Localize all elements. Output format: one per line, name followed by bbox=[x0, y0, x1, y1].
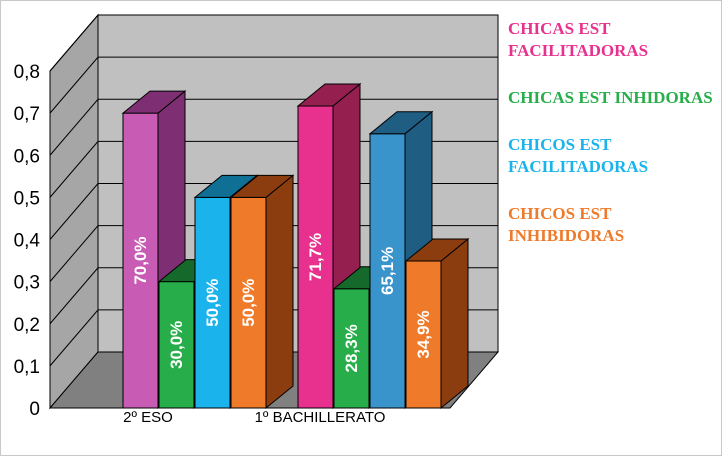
y-tick-label: 0,8 bbox=[14, 62, 40, 83]
bar-4-2-front bbox=[405, 260, 442, 409]
bar-4-2-top bbox=[404, 238, 470, 262]
y-tick-label: 0,1 bbox=[14, 357, 40, 378]
bar-4-1-front bbox=[230, 196, 267, 409]
data-label: 28,3% bbox=[342, 324, 361, 372]
x-tick-label: 2º ESO bbox=[123, 409, 173, 426]
data-label: 30,0% bbox=[167, 321, 186, 369]
bar-1-2-top bbox=[296, 83, 362, 107]
bar-1-2-front bbox=[297, 105, 334, 409]
y-tick-label: 0,4 bbox=[14, 231, 41, 252]
legend-item-chicas-inhidoras: CHICAS EST INHIDORAS bbox=[508, 88, 713, 107]
bar-2-2-front bbox=[333, 288, 370, 409]
bar-4-1-top bbox=[229, 174, 295, 198]
data-label: 65,1% bbox=[378, 247, 397, 295]
y-tick-label: 0,2 bbox=[14, 315, 40, 336]
legend-item-chicos-facilitadoras: CHICOS EST FACILITADORAS bbox=[508, 135, 649, 176]
gridline bbox=[49, 183, 498, 240]
y-tick-label: 0,7 bbox=[14, 104, 40, 125]
gridline bbox=[49, 225, 498, 282]
data-label: 50,0% bbox=[203, 279, 222, 327]
bar-4-2-side bbox=[440, 237, 469, 410]
bar-2-1-front bbox=[158, 281, 195, 409]
gridline bbox=[49, 14, 498, 72]
gridline bbox=[49, 140, 498, 198]
gridline bbox=[49, 98, 498, 156]
data-label: 34,9% bbox=[414, 310, 433, 358]
bar-3-1-front bbox=[194, 196, 231, 409]
y-tick-label: 0,6 bbox=[14, 146, 40, 167]
bar-4-1-side bbox=[265, 174, 294, 410]
y-tick-label: 0,5 bbox=[14, 188, 40, 209]
y-tick-label: 0 bbox=[29, 399, 40, 420]
legend: CHICAS EST FACILITADORAS CHICAS EST INHI… bbox=[508, 18, 718, 272]
legend-item-chicas-facilitadoras: CHICAS EST FACILITADORAS bbox=[508, 19, 649, 60]
data-label: 50,0% bbox=[239, 279, 258, 327]
bar-3-1-top bbox=[193, 174, 259, 198]
data-label: 71,7% bbox=[306, 233, 325, 281]
legend-item-chicos-inhibidoras: CHICOS EST INHIBIDORAS bbox=[508, 204, 625, 245]
y-tick-label: 0,3 bbox=[14, 273, 40, 294]
data-label: 70,0% bbox=[131, 236, 150, 284]
gridline bbox=[49, 56, 498, 114]
bar-3-2-top bbox=[368, 111, 434, 135]
x-tick-label: 1º BACHILLERATO bbox=[255, 409, 386, 426]
bar-1-1-top bbox=[121, 90, 187, 114]
